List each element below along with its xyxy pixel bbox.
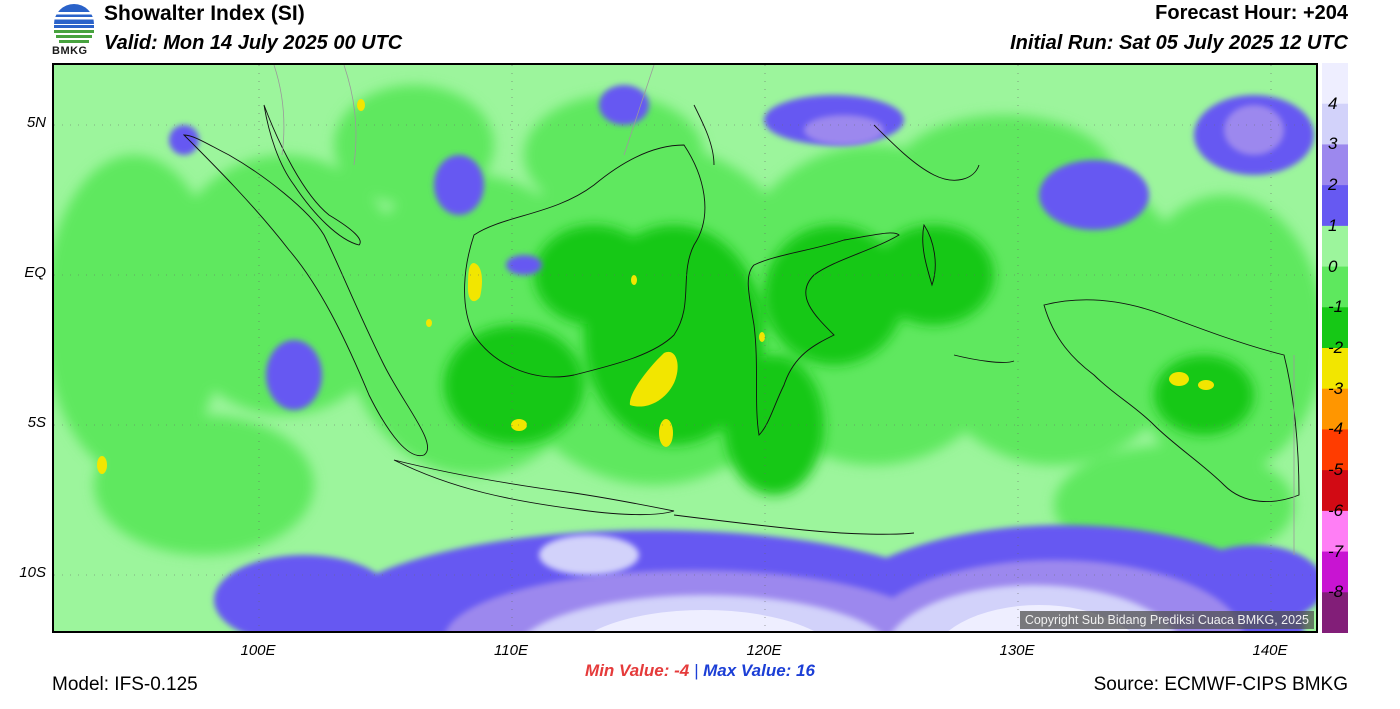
colorbar-swatch <box>1322 103 1348 145</box>
colorbar-swatch <box>1322 144 1348 186</box>
colorbar-swatch <box>1322 348 1348 390</box>
colorbar-label: 4 <box>1328 93 1338 113</box>
lon-label-100e: 100E <box>240 642 276 659</box>
colorbar-swatch <box>1322 592 1348 633</box>
colorbar-swatch <box>1322 510 1348 553</box>
forecast-hour: Forecast Hour: +204 <box>1155 2 1348 24</box>
lat-label-10s: 10S <box>19 564 46 581</box>
source-label: Source: ECMWF-CIPS BMKG <box>1093 674 1348 695</box>
colorbar-swatch <box>1322 470 1348 512</box>
colorbar-label: -2 <box>1328 338 1344 357</box>
colorbar-label: -1 <box>1328 297 1344 317</box>
colorbar-swatch <box>1322 307 1348 349</box>
lon-label-130e: 130E <box>999 642 1035 659</box>
colorbar-swatch <box>1322 185 1348 227</box>
colorbar <box>1322 63 1348 633</box>
colorbar-label: -3 <box>1328 378 1344 398</box>
initial-run: Initial Run: Sat 05 July 2025 12 UTC <box>1010 32 1348 54</box>
max-value: Max Value: 16 <box>703 661 815 680</box>
colorbar-label: -5 <box>1328 460 1344 480</box>
copyright-notice: Copyright Sub Bidang Prediksi Cuaca BMKG… <box>1019 611 1314 629</box>
lon-label-120e: 120E <box>746 642 782 659</box>
colorbar-label: 2 <box>1328 175 1338 195</box>
colorbar-swatch <box>1322 388 1348 430</box>
colorbar-swatch <box>1322 266 1348 308</box>
colorbar-swatch <box>1322 63 1348 105</box>
colorbar-swatch <box>1322 225 1348 268</box>
forecast-map: Copyright Sub Bidang Prediksi Cuaca BMKG… <box>52 63 1318 633</box>
colorbar-swatch <box>1322 429 1348 471</box>
min-max-separator: | <box>693 661 699 680</box>
coastlines <box>182 104 1300 535</box>
colorbar-label: -4 <box>1328 419 1344 439</box>
colorbar-label: 3 <box>1328 134 1338 154</box>
colorbar-label: 0 <box>1328 256 1338 276</box>
map-field <box>54 65 1316 631</box>
lat-label-5n: 5N <box>26 114 46 131</box>
colorbar-label: -6 <box>1328 500 1344 520</box>
model-label: Model: IFS-0.125 <box>52 674 198 695</box>
min-value: Min Value: -4 <box>585 661 690 680</box>
field-yellow <box>97 99 1214 474</box>
colorbar-swatch <box>1322 551 1348 593</box>
colorbar-label: 1 <box>1328 215 1338 235</box>
logo-text: BMKG <box>52 45 88 57</box>
lat-label-5s: 5S <box>27 414 46 431</box>
colorbar-label: -8 <box>1328 582 1344 602</box>
map-title: Showalter Index (SI) <box>104 2 305 25</box>
lon-label-110e: 110E <box>494 642 528 659</box>
borders <box>273 65 1295 555</box>
colorbar-label: -7 <box>1328 541 1344 561</box>
bmkg-logo-icon <box>50 2 98 60</box>
lon-label-140e: 140E <box>1252 642 1288 659</box>
valid-time: Valid: Mon 14 July 2025 00 UTC <box>104 32 403 54</box>
lat-label-eq: EQ <box>24 264 46 281</box>
min-max-values: Min Value: -4 | Max Value: 16 <box>0 661 1400 681</box>
